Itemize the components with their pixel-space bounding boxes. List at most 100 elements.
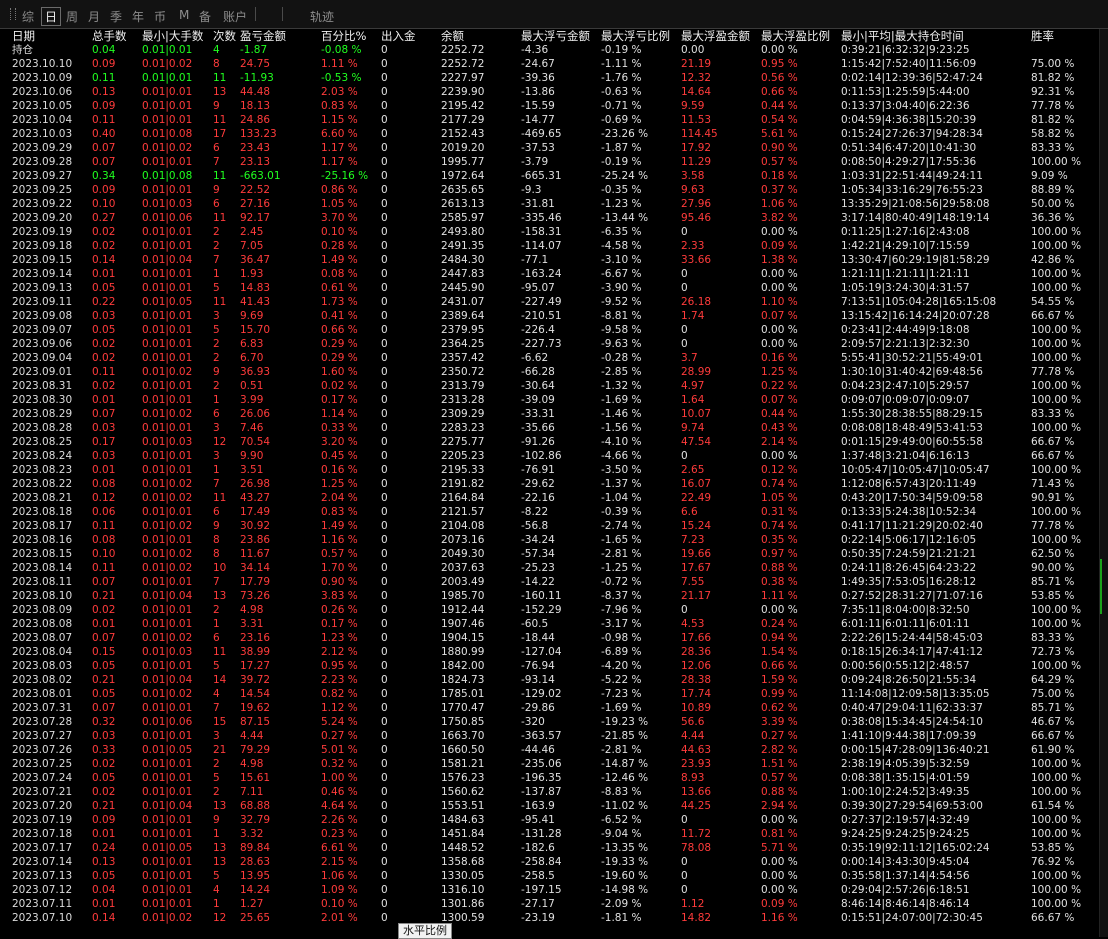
cell-total-lots: 0.01 <box>92 464 116 476</box>
table-row[interactable]: 2023.07.18 0.01 0.01|0.01 1 3.32 0.23 % 0 1451.… <box>0 827 1098 841</box>
scrollbar-thumb[interactable] <box>1100 559 1102 614</box>
toolbar-grip-handle[interactable] <box>10 8 16 20</box>
table-row[interactable]: 2023.08.14 0.11 0.01|0.02 10 34.14 1.70 % 0 203… <box>0 561 1098 575</box>
table-row[interactable]: 2023.07.10 0.14 0.01|0.02 12 25.65 2.01 % 0 130… <box>0 911 1098 925</box>
cell-total-lots: 0.21 <box>92 674 116 686</box>
column-header-win-rate[interactable]: 胜率 <box>1031 29 1054 43</box>
cell-date: 2023.09.29 <box>12 142 73 154</box>
table-row[interactable]: 2023.08.04 0.15 0.01|0.03 11 38.99 2.12 % 0 188… <box>0 645 1098 659</box>
table-row[interactable]: 2023.10.03 0.40 0.01|0.08 17 133.23 6.60 % 0 21… <box>0 127 1098 141</box>
table-row[interactable]: 2023.08.28 0.03 0.01|0.01 3 7.46 0.33 % 0 2283.… <box>0 421 1098 435</box>
table-row[interactable]: 2023.07.12 0.04 0.01|0.01 4 14.24 1.09 % 0 1316… <box>0 883 1098 897</box>
cell-deposit-withdraw: 0 <box>381 744 388 756</box>
tab-magic[interactable]: M <box>179 8 190 22</box>
column-header-profit-loss[interactable]: 盈亏金额 <box>240 29 286 43</box>
table-row[interactable]: 2023.07.24 0.05 0.01|0.01 5 15.61 1.00 % 0 1576… <box>0 771 1098 785</box>
table-row[interactable]: 2023.07.31 0.07 0.01|0.01 7 19.62 1.12 % 0 1770… <box>0 701 1098 715</box>
table-row[interactable]: 2023.09.20 0.27 0.01|0.06 11 92.17 3.70 % 0 258… <box>0 211 1098 225</box>
table-row[interactable]: 2023.08.29 0.07 0.01|0.02 6 26.06 1.14 % 0 2309… <box>0 407 1098 421</box>
table-row[interactable]: 2023.08.03 0.05 0.01|0.01 5 17.27 0.95 % 0 1842… <box>0 659 1098 673</box>
table-row[interactable]: 2023.07.26 0.33 0.01|0.05 21 79.29 5.01 % 0 166… <box>0 743 1098 757</box>
table-row[interactable]: 2023.10.06 0.13 0.01|0.01 13 44.48 2.03 % 0 223… <box>0 85 1098 99</box>
table-row[interactable]: 2023.09.06 0.02 0.01|0.01 2 6.83 0.29 % 0 2364.… <box>0 337 1098 351</box>
table-row[interactable]: 2023.09.01 0.11 0.01|0.02 9 36.93 1.60 % 0 2350… <box>0 365 1098 379</box>
table-row[interactable]: 2023.09.07 0.05 0.01|0.01 5 15.70 0.66 % 0 2379… <box>0 323 1098 337</box>
table-row[interactable]: 2023.09.29 0.07 0.01|0.02 6 23.43 1.17 % 0 2019… <box>0 141 1098 155</box>
table-row[interactable]: 2023.09.18 0.02 0.01|0.01 2 7.05 0.28 % 0 2491.… <box>0 239 1098 253</box>
column-header-deposit-withdraw[interactable]: 出入金 <box>381 29 416 43</box>
table-row[interactable]: 2023.09.14 0.01 0.01|0.01 1 1.93 0.08 % 0 2447.… <box>0 267 1098 281</box>
table-row[interactable]: 2023.09.15 0.14 0.01|0.04 7 36.47 1.49 % 0 2484… <box>0 253 1098 267</box>
table-row[interactable]: 2023.07.25 0.02 0.01|0.01 2 4.98 0.32 % 0 1581.… <box>0 757 1098 771</box>
table-row[interactable]: 2023.07.21 0.02 0.01|0.01 2 7.11 0.46 % 0 1560.… <box>0 785 1098 799</box>
tab-currency[interactable]: 币 <box>154 10 167 24</box>
table-row[interactable]: 2023.09.11 0.22 0.01|0.05 11 41.43 1.73 % 0 243… <box>0 295 1098 309</box>
table-row[interactable]: 2023.08.11 0.07 0.01|0.01 7 17.79 0.90 % 0 2003… <box>0 575 1098 589</box>
table-row[interactable]: 2023.09.04 0.02 0.01|0.01 2 6.70 0.29 % 0 2357.… <box>0 351 1098 365</box>
column-header-max-floating-loss-ratio[interactable]: 最大浮亏比例 <box>601 29 670 43</box>
table-row[interactable]: 2023.07.27 0.03 0.01|0.01 3 4.44 0.27 % 0 1663.… <box>0 729 1098 743</box>
table-row[interactable]: 2023.08.22 0.08 0.01|0.02 7 26.98 1.25 % 0 2191… <box>0 477 1098 491</box>
table-row[interactable]: 2023.09.22 0.10 0.01|0.03 6 27.16 1.05 % 0 2613… <box>0 197 1098 211</box>
table-row[interactable]: 2023.08.15 0.10 0.01|0.02 8 11.67 0.57 % 0 2049… <box>0 547 1098 561</box>
tab-trajectory[interactable]: 轨迹 <box>310 10 335 24</box>
table-row[interactable]: 2023.08.18 0.06 0.01|0.01 6 17.49 0.83 % 0 2121… <box>0 505 1098 519</box>
table-row[interactable]: 2023.08.02 0.21 0.01|0.04 14 39.72 2.23 % 0 182… <box>0 673 1098 687</box>
tab-monthly[interactable]: 月 <box>88 10 101 24</box>
vertical-scrollbar[interactable] <box>1099 29 1108 937</box>
table-row[interactable]: 2023.09.28 0.07 0.01|0.01 7 23.13 1.17 % 0 1995… <box>0 155 1098 169</box>
table-row[interactable]: 2023.08.08 0.01 0.01|0.01 1 3.31 0.17 % 0 1907.… <box>0 617 1098 631</box>
table-row[interactable]: 2023.08.24 0.03 0.01|0.01 3 9.90 0.45 % 0 2205.… <box>0 449 1098 463</box>
table-row[interactable]: 2023.08.09 0.02 0.01|0.01 2 4.98 0.26 % 0 1912.… <box>0 603 1098 617</box>
column-header-total-lots[interactable]: 总手数 <box>92 29 127 43</box>
open-positions-row[interactable]: 持仓 0.04 0.01|0.01 4 -1.87 -0.08 % 0 2252.72 -4.3… <box>0 43 1098 57</box>
cell-max-floating-profit-ratio: 0.94 % <box>761 632 798 644</box>
tab-daily[interactable]: 日 <box>41 7 62 26</box>
tab-yearly[interactable]: 年 <box>132 10 145 24</box>
table-row[interactable]: 2023.07.19 0.09 0.01|0.01 9 32.79 2.26 % 0 1484… <box>0 813 1098 827</box>
table-row[interactable]: 2023.09.13 0.05 0.01|0.01 5 14.83 0.61 % 0 2445… <box>0 281 1098 295</box>
tab-summary[interactable]: 综 <box>22 10 35 24</box>
table-row[interactable]: 2023.07.11 0.01 0.01|0.01 1 1.27 0.10 % 0 1301.… <box>0 897 1098 911</box>
table-row[interactable]: 2023.10.09 0.11 0.01|0.01 11 -11.93 -0.53 % 0 2… <box>0 71 1098 85</box>
table-row[interactable]: 2023.07.14 0.13 0.01|0.01 13 28.63 2.15 % 0 135… <box>0 855 1098 869</box>
tab-weekly[interactable]: 周 <box>66 10 79 24</box>
table-row[interactable]: 2023.07.17 0.24 0.01|0.05 13 89.84 6.61 % 0 144… <box>0 841 1098 855</box>
table-row[interactable]: 2023.09.19 0.02 0.01|0.01 2 2.45 0.10 % 0 2493.… <box>0 225 1098 239</box>
table-row[interactable]: 2023.08.30 0.01 0.01|0.01 1 3.99 0.17 % 0 2313.… <box>0 393 1098 407</box>
table-row[interactable]: 2023.07.20 0.21 0.01|0.04 13 68.88 4.64 % 0 155… <box>0 799 1098 813</box>
table-row[interactable]: 2023.08.07 0.07 0.01|0.02 6 23.16 1.23 % 0 1904… <box>0 631 1098 645</box>
column-header-date[interactable]: 日期 <box>12 29 35 43</box>
table-row[interactable]: 2023.09.25 0.09 0.01|0.01 9 22.52 0.86 % 0 2635… <box>0 183 1098 197</box>
column-header-min-max-lots[interactable]: 最小|大手数 <box>142 29 204 43</box>
table-row[interactable]: 2023.09.27 0.34 0.01|0.08 11 -663.01 -25.16 %… <box>0 169 1098 183</box>
column-header-max-floating-profit-ratio[interactable]: 最大浮盈比例 <box>761 29 830 43</box>
table-row[interactable]: 2023.09.08 0.03 0.01|0.01 3 9.69 0.41 % 0 2389.… <box>0 309 1098 323</box>
tab-quarterly[interactable]: 季 <box>110 10 123 24</box>
cell-balance: 2164.84 <box>441 492 485 504</box>
column-header-max-floating-loss[interactable]: 最大浮亏金额 <box>521 29 590 43</box>
table-row[interactable]: 2023.08.31 0.02 0.01|0.01 2 0.51 0.02 % 0 2313.… <box>0 379 1098 393</box>
cell-min-max-lots: 0.01|0.01 <box>142 828 193 840</box>
column-header-holding-time[interactable]: 最小|平均|最大持仓时间 <box>841 29 964 43</box>
table-row[interactable]: 2023.08.23 0.01 0.01|0.01 1 3.51 0.16 % 0 2195.… <box>0 463 1098 477</box>
table-row[interactable]: 2023.10.05 0.09 0.01|0.01 9 18.13 0.83 % 0 2195… <box>0 99 1098 113</box>
table-row[interactable]: 2023.10.04 0.11 0.01|0.01 11 24.86 1.15 % 0 217… <box>0 113 1098 127</box>
table-row[interactable]: 2023.08.25 0.17 0.01|0.03 12 70.54 3.20 % 0 227… <box>0 435 1098 449</box>
table-row[interactable]: 2023.08.10 0.21 0.01|0.04 13 73.26 3.83 % 0 198… <box>0 589 1098 603</box>
table-row[interactable]: 2023.08.16 0.08 0.01|0.01 8 23.86 1.16 % 0 2073… <box>0 533 1098 547</box>
tab-account[interactable]: 账户 <box>223 10 248 24</box>
column-header-percent[interactable]: 百分比% <box>321 29 367 43</box>
table-row[interactable]: 2023.08.01 0.05 0.01|0.02 4 14.54 0.82 % 0 1785… <box>0 687 1098 701</box>
table-row[interactable]: 2023.08.17 0.11 0.01|0.02 9 30.92 1.49 % 0 2104… <box>0 519 1098 533</box>
cell-max-floating-loss: -163.9 <box>521 800 555 812</box>
column-header-balance[interactable]: 余额 <box>441 29 464 43</box>
table-row[interactable]: 2023.07.28 0.32 0.01|0.06 15 87.15 5.24 % 0 175… <box>0 715 1098 729</box>
tab-notes[interactable]: 备 <box>199 10 212 24</box>
table-row[interactable]: 2023.07.13 0.05 0.01|0.01 5 13.95 1.06 % 0 1330… <box>0 869 1098 883</box>
table-row[interactable]: 2023.08.21 0.12 0.01|0.02 11 43.27 2.04 % 0 216… <box>0 491 1098 505</box>
table-row[interactable]: 2023.10.10 0.09 0.01|0.02 8 24.75 1.11 % 0 2252… <box>0 57 1098 71</box>
cell-max-floating-loss-ratio: -9.63 % <box>601 338 642 350</box>
column-header-trade-count[interactable]: 次数 <box>213 29 236 43</box>
column-header-max-floating-profit[interactable]: 最大浮盈金额 <box>681 29 750 43</box>
